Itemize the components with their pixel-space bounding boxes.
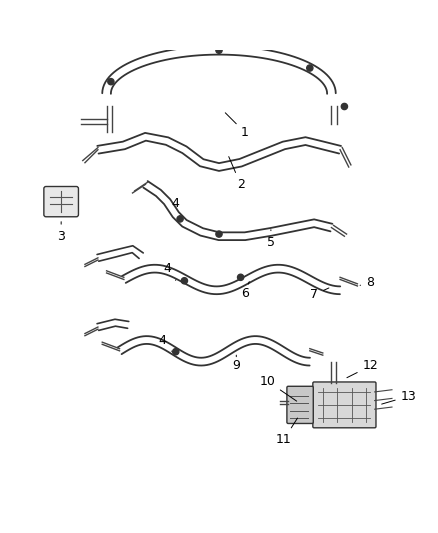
Circle shape [173, 349, 179, 355]
Text: 11: 11 [276, 418, 297, 446]
Text: 5: 5 [267, 230, 275, 249]
Text: 10: 10 [259, 375, 297, 401]
Text: 4: 4 [172, 197, 180, 217]
Text: 6: 6 [241, 281, 249, 300]
Circle shape [177, 216, 183, 222]
FancyBboxPatch shape [44, 187, 78, 217]
FancyBboxPatch shape [287, 386, 313, 424]
FancyBboxPatch shape [313, 382, 376, 428]
Text: 9: 9 [233, 355, 240, 373]
Circle shape [307, 65, 313, 71]
Text: 13: 13 [381, 390, 417, 404]
Text: 12: 12 [347, 359, 378, 378]
Circle shape [341, 103, 347, 110]
Text: 8: 8 [360, 277, 374, 289]
Text: 4: 4 [159, 334, 171, 351]
Circle shape [237, 274, 244, 280]
Text: 3: 3 [57, 222, 65, 243]
Circle shape [216, 47, 222, 53]
Text: 7: 7 [310, 288, 329, 301]
Circle shape [181, 278, 187, 284]
Text: 4: 4 [163, 262, 176, 280]
Circle shape [108, 78, 114, 85]
Text: 2: 2 [229, 157, 244, 191]
Circle shape [216, 231, 222, 237]
Text: 1: 1 [225, 113, 249, 139]
